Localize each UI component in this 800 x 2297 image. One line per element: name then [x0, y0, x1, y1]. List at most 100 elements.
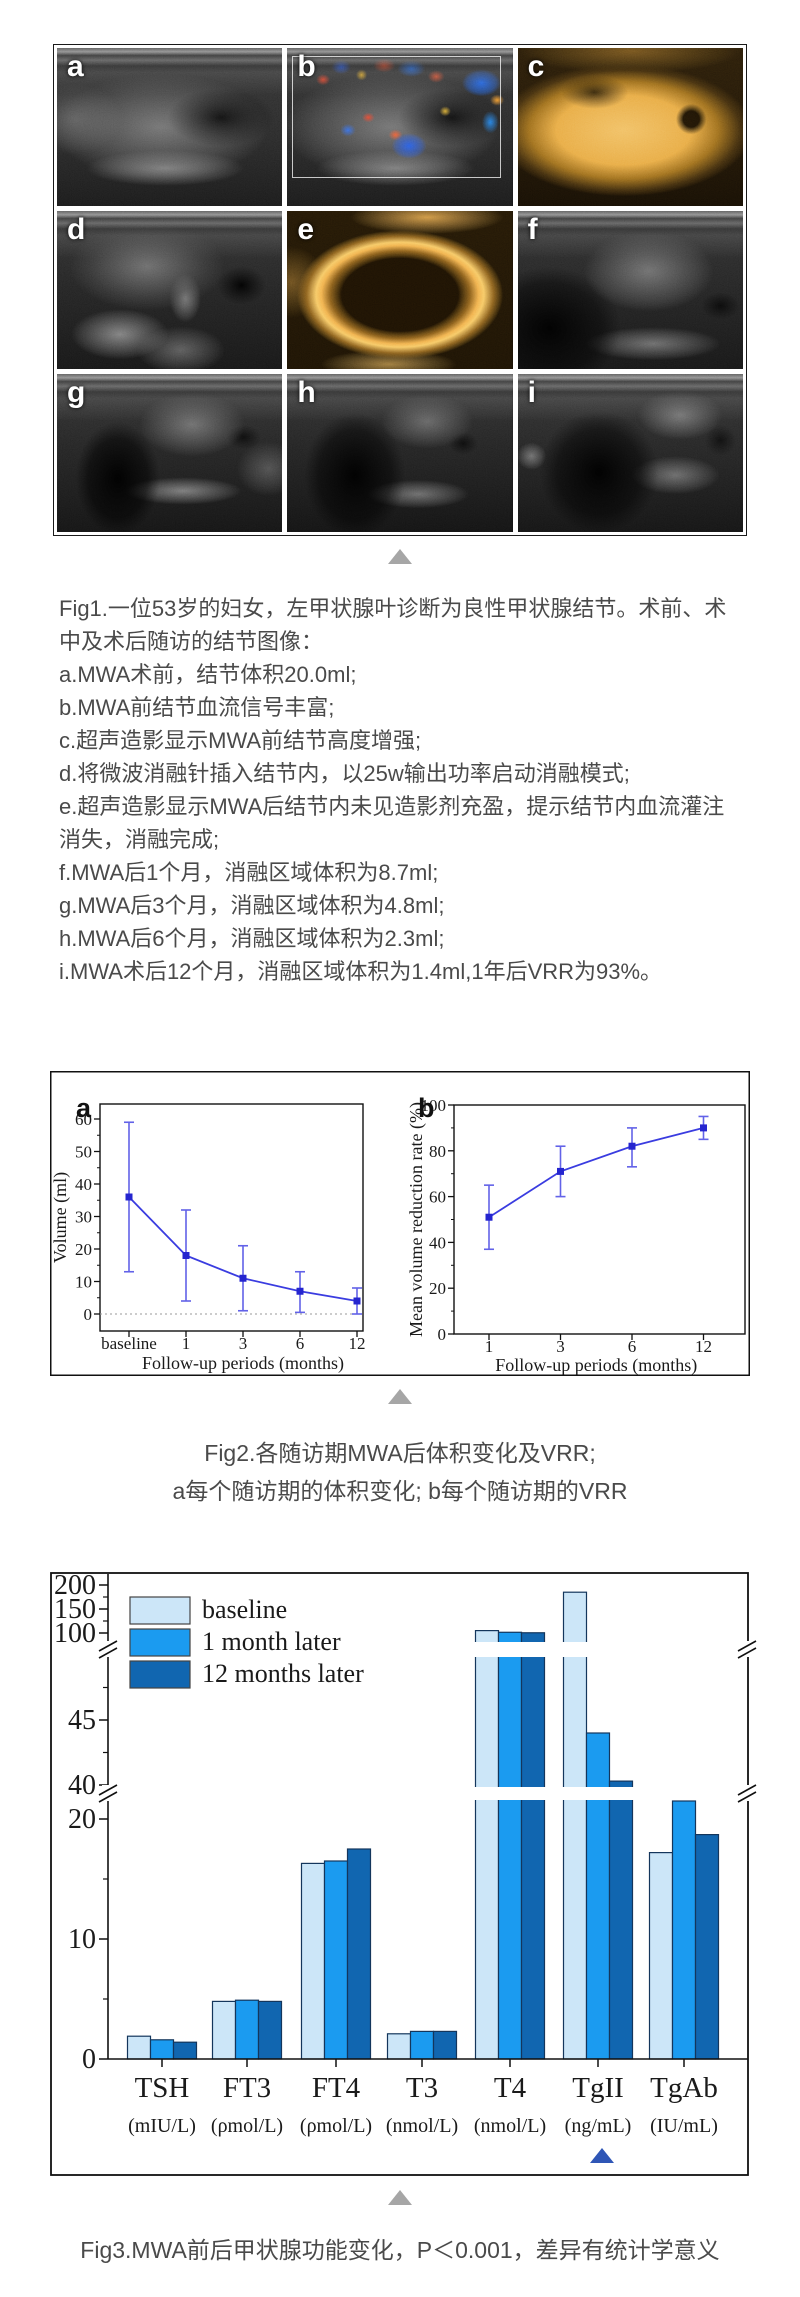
svg-text:30: 30 — [75, 1208, 92, 1227]
separator-1 — [0, 549, 800, 564]
svg-text:FT4: FT4 — [312, 2072, 361, 2104]
ultrasound-image-c: c — [517, 48, 743, 206]
ultrasound-image-d: d — [57, 211, 283, 369]
fig3-bar-chart: baseline 1 month later 12 months later 0 10 2… — [50, 1570, 757, 2176]
doppler-roi-box — [291, 55, 502, 178]
panel-letter: f — [527, 213, 538, 246]
fig2-caption: Fig2.各随访期MWA后体积变化及VRR; a每个随访期的体积变化; b每个随… — [0, 1434, 800, 1510]
fig1-caption-line: Fig1.一位53岁的妇女，左甲状腺叶诊断为良性甲状腺结节。术前、术中及术后随访… — [59, 596, 727, 654]
svg-text:80: 80 — [429, 1142, 446, 1161]
svg-text:(ng/mL): (ng/mL) — [565, 2115, 632, 2137]
fig2-caption-line1: Fig2.各随访期MWA后体积变化及VRR; — [204, 1440, 596, 1466]
svg-text:20: 20 — [429, 1279, 446, 1298]
svg-text:(IU/mL): (IU/mL) — [650, 2115, 718, 2137]
ultrasound-image-e: e — [287, 211, 513, 369]
svg-text:6: 6 — [296, 1334, 305, 1353]
svg-text:T3: T3 — [406, 2072, 438, 2104]
svg-text:100: 100 — [54, 1618, 96, 1649]
separator-triangle-icon — [388, 1389, 412, 1404]
svg-text:0: 0 — [82, 2044, 96, 2075]
separator-triangle-icon — [388, 549, 412, 564]
svg-text:40: 40 — [429, 1233, 446, 1252]
ultrasound-image-b: b — [287, 48, 513, 206]
svg-text:60: 60 — [75, 1110, 92, 1129]
svg-text:6: 6 — [628, 1337, 637, 1356]
svg-text:TgAb: TgAb — [650, 2072, 718, 2104]
svg-text:150: 150 — [54, 1594, 96, 1625]
svg-text:(nmol/L): (nmol/L) — [386, 2115, 458, 2137]
svg-text:10: 10 — [75, 1273, 92, 1292]
svg-text:100: 100 — [421, 1096, 447, 1115]
ultrasound-image-h: h — [287, 374, 513, 532]
svg-text:Follow-up periods (months): Follow-up periods (months) — [495, 1355, 697, 1376]
svg-text:20: 20 — [75, 1240, 92, 1259]
panel-letter: i — [527, 376, 536, 409]
ultrasound-image-g: g — [57, 374, 283, 532]
svg-text:FT3: FT3 — [223, 2072, 271, 2104]
svg-text:Mean volume reduction rate (%): Mean volume reduction rate (%) — [406, 1102, 427, 1337]
panel-letter: b — [297, 50, 316, 83]
separator-triangle-icon — [388, 2190, 412, 2205]
panel-letter: c — [527, 50, 545, 83]
svg-text:12: 12 — [349, 1334, 366, 1353]
panel-letter: a — [67, 50, 84, 83]
svg-text:a: a — [76, 1093, 92, 1123]
svg-text:12: 12 — [695, 1337, 712, 1356]
significance-triangle-icon — [590, 2148, 614, 2163]
svg-text:(ρmol/L): (ρmol/L) — [300, 2115, 372, 2137]
panel-letter: d — [67, 213, 86, 246]
fig3-caption: Fig3.MWA前后甲状腺功能变化，P＜0.001，差异有统计学意义 — [0, 2231, 800, 2269]
svg-text:TgII: TgII — [572, 2072, 624, 2104]
svg-text:0: 0 — [84, 1305, 93, 1324]
svg-text:baseline: baseline — [202, 1595, 287, 1624]
svg-text:baseline: baseline — [101, 1334, 157, 1353]
svg-text:0: 0 — [438, 1325, 447, 1344]
svg-text:3: 3 — [239, 1334, 248, 1353]
svg-text:3: 3 — [556, 1337, 565, 1356]
svg-text:T4: T4 — [494, 2072, 527, 2104]
fig2-panel-a: 0 10 20 30 40 50 60 baseline 1 3 6 12 Follow-up peri… — [50, 1093, 366, 1374]
bars — [126, 1591, 720, 2060]
panel-letter: h — [297, 376, 316, 409]
fig1-caption-line: a.MWA术前，结节体积20.0ml; — [59, 662, 357, 687]
panel-letter: e — [297, 213, 315, 246]
svg-text:b: b — [418, 1093, 435, 1123]
fig1-image-grid: a b c d e f g h i — [53, 44, 747, 536]
svg-text:40: 40 — [75, 1175, 92, 1194]
legend: baseline 1 month later 12 months later — [129, 1595, 364, 1689]
ultrasound-image-a: a — [57, 48, 283, 206]
svg-text:200: 200 — [54, 1570, 96, 1601]
separator-2 — [0, 1389, 800, 1404]
ultrasound-image-i: i — [517, 374, 743, 532]
fig2-caption-line2: a每个随访期的体积变化; b每个随访期的VRR — [172, 1478, 628, 1504]
fig1-caption-line: c.超声造影显示MWA前结节高度增强; — [59, 728, 422, 753]
svg-text:40: 40 — [68, 1770, 96, 1801]
svg-text:12 months later: 12 months later — [202, 1659, 364, 1688]
fig3-caption-line: Fig3.MWA前后甲状腺功能变化，P＜0.001，差异有统计学意义 — [80, 2237, 720, 2263]
svg-text:Volume (ml): Volume (ml) — [50, 1172, 71, 1263]
svg-text:45: 45 — [68, 1705, 96, 1736]
svg-text:50: 50 — [75, 1143, 92, 1162]
fig1-caption-line: h.MWA后6个月，消融区域体积为2.3ml; — [59, 926, 445, 951]
ultrasound-image-f: f — [517, 211, 743, 369]
fig1-caption-line: i.MWA术后12个月，消融区域体积为1.4ml,1年后VRR为93%。 — [59, 959, 663, 984]
fig1-caption-line: b.MWA前结节血流信号丰富; — [59, 695, 335, 720]
svg-text:20: 20 — [68, 1804, 96, 1835]
svg-text:60: 60 — [429, 1188, 446, 1207]
fig1-caption: Fig1.一位53岁的妇女，左甲状腺叶诊断为良性甲状腺结节。术前、术中及术后随访… — [59, 592, 741, 988]
svg-text:1: 1 — [485, 1337, 494, 1356]
panel-letter: g — [67, 376, 86, 409]
fig3-panel: baseline 1 month later 12 months later 0 10 2… — [50, 1570, 757, 2177]
svg-text:Follow-up periods (months): Follow-up periods (months) — [142, 1353, 344, 1374]
svg-text:(nmol/L): (nmol/L) — [474, 2115, 546, 2137]
svg-text:1: 1 — [182, 1334, 191, 1353]
fig1-caption-line: g.MWA后3个月，消融区域体积为4.8ml; — [59, 893, 445, 918]
svg-text:TSH: TSH — [135, 2072, 190, 2104]
svg-text:(ρmol/L): (ρmol/L) — [211, 2115, 283, 2137]
svg-text:1 month later: 1 month later — [202, 1627, 341, 1656]
fig1-caption-line: e.超声造影显示MWA后结节内未见造影剂充盈，提示结节内血流灌注消失，消融完成; — [59, 794, 725, 852]
separator-3 — [0, 2190, 800, 2205]
fig2-panel: 0 10 20 30 40 50 60 baseline 1 3 6 12 Follow-up peri… — [50, 1071, 750, 1376]
